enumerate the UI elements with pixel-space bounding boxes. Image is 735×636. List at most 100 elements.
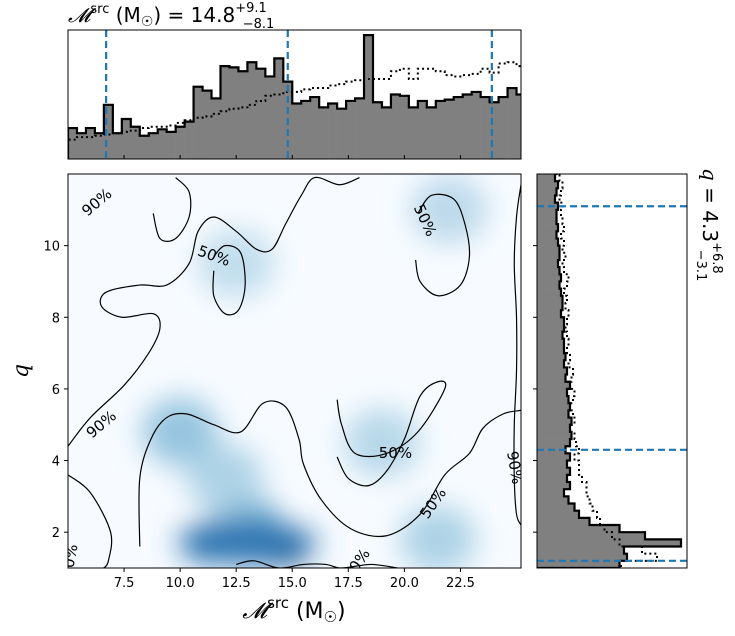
contour-line-90pct xyxy=(513,184,521,526)
y-tick-label: 8 xyxy=(52,311,60,326)
right-hist-bar xyxy=(537,252,560,261)
top-hist-bar xyxy=(68,128,78,159)
contour-line-50pct xyxy=(138,400,521,547)
top-hist-bar xyxy=(76,133,87,159)
top-hist-bar xyxy=(426,107,437,159)
contour-line-90pct xyxy=(152,177,192,242)
right-hist-bar xyxy=(537,317,564,325)
right-hist-bar xyxy=(537,188,557,196)
right-histogram-bars xyxy=(537,0,683,568)
top-hist-bar xyxy=(417,100,428,159)
right-hist-bar xyxy=(537,560,620,568)
right-hist-bar xyxy=(537,138,557,145)
density-blob xyxy=(142,397,219,466)
right-quantile-lines xyxy=(537,205,687,562)
density-heatmap: 90%90%90%90%50%50%50%50%50% xyxy=(68,175,521,568)
right-hist-bar xyxy=(537,388,567,397)
top-hist-bar xyxy=(130,126,141,159)
x-tick-label: 22.5 xyxy=(446,576,475,591)
right-hist-bar xyxy=(537,224,558,232)
rtitle-median-value: = 4.3 xyxy=(698,181,722,242)
right-hist-bar xyxy=(537,295,563,304)
top-hist-bar xyxy=(175,126,185,159)
main-panel-frame xyxy=(67,173,522,569)
title-plus-error: +9.1 xyxy=(235,1,267,16)
top-hist-bar xyxy=(543,96,552,159)
main-x-ticks: 7.5 10.0 12.5 15.0 17.5 20.0 22.5 xyxy=(114,568,475,591)
right-hist-bar xyxy=(537,281,560,289)
contour-line-50pct xyxy=(415,193,471,297)
right-hist-bar xyxy=(537,117,555,124)
right-hist-bar xyxy=(537,410,569,418)
contour-line-50pct xyxy=(212,244,246,316)
right-hist-bar xyxy=(537,517,590,526)
top-hist-bar xyxy=(265,76,275,159)
top-hist-bar xyxy=(148,133,159,159)
top-hist-bar xyxy=(534,88,543,159)
right-hist-bar xyxy=(537,403,570,411)
right-hist-bar xyxy=(537,95,555,102)
right-hist-bar xyxy=(537,2,555,9)
right-hist-bar xyxy=(537,374,566,383)
xlabel-unit-close: ) xyxy=(337,599,346,624)
top-hist-bar xyxy=(453,97,463,159)
top-marginal-histogram: 𝓜src (M☉) = 14.8+9.1 −8.1 xyxy=(67,1,552,160)
top-hist-bar xyxy=(489,102,499,159)
right-hist-bar xyxy=(537,216,557,225)
top-hist-bar xyxy=(94,133,105,159)
density-blob xyxy=(400,505,477,568)
top-hist-bar xyxy=(274,58,284,159)
right-hist-bar xyxy=(537,245,560,254)
right-hist-bar xyxy=(537,474,567,483)
right-hist-bar xyxy=(537,424,570,433)
top-hist-bar xyxy=(256,68,266,159)
right-hist-bar xyxy=(537,381,570,390)
top-hist-bar xyxy=(301,100,311,159)
contour-line-50pct xyxy=(236,560,398,568)
y-tick-label: 10 xyxy=(43,240,60,255)
xlabel-unit-open: (M xyxy=(289,599,324,624)
joint-density-panel: 90%90%90%90%50%50%50%50%50% 7.5 10.0 12.5 1… xyxy=(9,173,522,626)
top-hist-bar xyxy=(408,107,419,159)
right-hist-bar xyxy=(537,160,555,167)
top-hist-bar xyxy=(355,98,365,159)
top-hist-bar xyxy=(229,67,239,159)
right-hist-bar xyxy=(537,467,570,476)
right-hist-bar xyxy=(537,0,555,2)
top-hist-bar xyxy=(247,62,257,159)
top-hist-bar xyxy=(112,133,123,159)
top-hist-bar xyxy=(157,129,167,159)
top-hist-bar xyxy=(471,91,481,159)
right-panel-frame xyxy=(536,173,688,569)
top-hist-bar xyxy=(346,100,356,159)
right-hist-bar xyxy=(537,9,557,16)
top-panel-frame xyxy=(67,29,522,160)
top-hist-outline xyxy=(68,34,521,159)
right-panel-title: q = 4.3+6.8−3.1 xyxy=(693,168,724,281)
top-hist-bar xyxy=(238,71,248,159)
top-panel-title: 𝓜src (M☉) = 14.8+9.1 −8.1 xyxy=(68,1,274,32)
density-blob xyxy=(343,408,420,477)
right-hist-bar xyxy=(537,302,563,311)
top-hist-bar xyxy=(337,108,347,159)
top-hist-bar xyxy=(498,97,508,159)
top-hist-bar xyxy=(220,66,230,159)
top-hist-bar xyxy=(310,97,320,159)
right-hist-bar xyxy=(537,174,555,182)
right-hist-bar xyxy=(537,181,558,189)
right-hist-bar xyxy=(537,45,555,52)
right-hist-bar xyxy=(537,532,645,540)
right-hist-bar xyxy=(537,131,554,138)
top-hist-bar xyxy=(525,88,534,159)
right-hist-bar xyxy=(537,202,558,211)
top-x-ticks xyxy=(123,155,461,159)
y-tick-label: 2 xyxy=(52,526,60,541)
top-hist-bar xyxy=(166,131,176,159)
x-tick-label: 20.0 xyxy=(390,576,419,591)
right-hist-bar xyxy=(537,539,681,547)
top-hist-bar xyxy=(193,86,203,159)
right-hist-bar xyxy=(537,31,557,38)
right-hist-bar xyxy=(537,81,557,88)
right-hist-bar xyxy=(537,259,558,268)
